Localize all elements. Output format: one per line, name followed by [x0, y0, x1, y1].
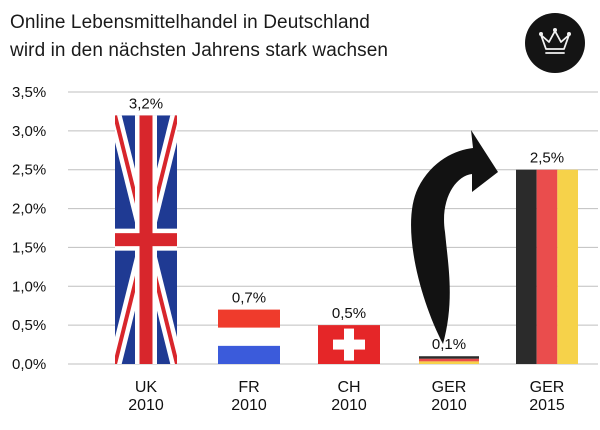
curved-arrow	[411, 130, 498, 344]
x-tick-label: 2010	[431, 397, 467, 414]
y-tick-label: 1,5%	[12, 239, 46, 256]
title-line-1: Online Lebensmittelhandel in Deutschland	[10, 12, 370, 33]
value-label: 3,2%	[129, 95, 163, 112]
crown-icon	[525, 13, 585, 73]
y-tick-label: 2,0%	[12, 201, 46, 218]
flag-uk	[115, 115, 177, 364]
value-label: 2,5%	[530, 150, 564, 167]
value-label: 0,5%	[332, 305, 366, 322]
bar-ch-2010	[318, 325, 380, 364]
bars	[115, 115, 578, 364]
y-tick-label: 0,0%	[12, 356, 46, 373]
bar-fr-2010	[218, 309, 280, 364]
flag-stripe	[218, 327, 280, 346]
y-tick-label: 3,5%	[12, 84, 46, 101]
y-tick-label: 0,5%	[12, 317, 46, 334]
flag-stripe	[218, 309, 280, 328]
value-label: 0,7%	[232, 290, 266, 307]
flag-stripe	[536, 169, 558, 364]
x-tick-label: CH	[337, 379, 360, 396]
flag-stripe	[218, 345, 280, 364]
x-tick-label: FR	[238, 379, 259, 396]
x-tick-label: 2010	[231, 397, 267, 414]
y-axis-ticks: 0,0% 0,5% 1,0% 1,5% 2,0% 2,5% 3,0% 3,5%	[12, 84, 46, 373]
x-tick-label: GER	[432, 379, 467, 396]
flag-stripe	[419, 361, 479, 364]
bar-uk-2010	[115, 115, 177, 364]
swiss-cross	[333, 339, 365, 350]
bar-ger-2015	[516, 169, 578, 364]
flag-stripe	[557, 169, 578, 364]
x-tick-label: UK	[135, 379, 158, 396]
value-labels: 3,2% 0,7% 0,5% 0,1% 2,5%	[129, 95, 564, 353]
x-tick-label: 2015	[529, 397, 565, 414]
growth-arrow	[411, 130, 498, 344]
flag-stripe	[419, 358, 479, 362]
value-label: 0,1%	[432, 336, 466, 353]
bar-ger-2010	[419, 356, 479, 364]
x-tick-label: GER	[530, 379, 565, 396]
y-tick-label: 2,5%	[12, 162, 46, 179]
chart-title: Online Lebensmittelhandel in Deutschland…	[10, 9, 388, 65]
flag-stripe	[419, 356, 479, 359]
y-tick-label: 3,0%	[12, 123, 46, 140]
y-tick-label: 1,0%	[12, 278, 46, 295]
x-tick-label: 2010	[331, 397, 367, 414]
flag-stripe	[516, 169, 537, 364]
title-line-2: wird in den nächsten Jahrens stark wachs…	[10, 40, 389, 61]
x-tick-label: 2010	[128, 397, 164, 414]
